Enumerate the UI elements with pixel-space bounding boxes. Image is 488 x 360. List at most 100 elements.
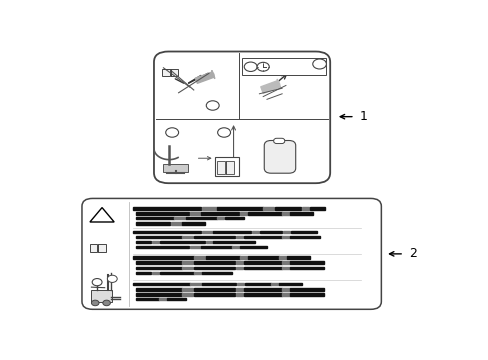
Bar: [136, 217, 174, 220]
Circle shape: [102, 300, 110, 306]
Bar: [189, 246, 201, 248]
Circle shape: [244, 62, 257, 72]
FancyArrowPatch shape: [260, 79, 280, 93]
Bar: [236, 283, 244, 285]
Bar: [217, 207, 262, 210]
Bar: [289, 267, 324, 269]
Bar: [190, 283, 202, 285]
FancyArrowPatch shape: [195, 71, 214, 83]
Bar: [159, 298, 166, 300]
Bar: [244, 236, 281, 238]
Text: 5s: 5s: [271, 62, 282, 71]
Bar: [282, 261, 289, 264]
Text: 2: 2: [221, 128, 226, 137]
Bar: [162, 69, 169, 76]
Bar: [193, 288, 235, 291]
Bar: [202, 271, 232, 274]
FancyBboxPatch shape: [82, 198, 381, 309]
Text: 1: 1: [359, 110, 366, 123]
Text: 1: 1: [110, 276, 114, 281]
Bar: [151, 271, 159, 274]
Bar: [186, 217, 216, 220]
Bar: [189, 212, 201, 215]
Bar: [213, 241, 255, 243]
Bar: [136, 222, 170, 225]
Bar: [289, 261, 324, 264]
Text: 1: 1: [210, 101, 215, 110]
Circle shape: [217, 128, 230, 137]
Text: 3: 3: [316, 59, 322, 68]
Text: 1: 1: [169, 128, 174, 137]
Bar: [194, 271, 202, 274]
Circle shape: [257, 62, 269, 71]
Bar: [182, 222, 205, 225]
Bar: [182, 293, 193, 296]
Bar: [136, 271, 151, 274]
Bar: [167, 298, 186, 300]
Bar: [182, 261, 193, 264]
Bar: [205, 256, 240, 259]
Bar: [225, 161, 234, 174]
Bar: [235, 293, 243, 296]
Bar: [279, 256, 286, 259]
Bar: [174, 217, 185, 220]
Text: i: i: [93, 245, 94, 250]
Bar: [244, 267, 281, 269]
Bar: [282, 293, 289, 296]
Bar: [235, 261, 243, 264]
Text: i: i: [225, 164, 227, 169]
Bar: [182, 236, 193, 238]
Bar: [136, 261, 181, 264]
Bar: [217, 217, 224, 220]
Circle shape: [206, 101, 219, 110]
Bar: [214, 157, 239, 176]
Bar: [136, 246, 189, 248]
Bar: [235, 288, 243, 291]
Bar: [289, 293, 324, 296]
FancyBboxPatch shape: [264, 140, 295, 173]
Text: !: !: [100, 212, 104, 221]
FancyBboxPatch shape: [273, 138, 284, 144]
Bar: [282, 267, 289, 269]
Bar: [240, 256, 247, 259]
Bar: [309, 207, 324, 210]
Bar: [182, 288, 193, 291]
Bar: [279, 283, 302, 285]
Bar: [235, 236, 243, 238]
Bar: [133, 231, 201, 233]
Bar: [248, 256, 278, 259]
Bar: [133, 283, 189, 285]
Bar: [251, 231, 259, 233]
Bar: [282, 231, 290, 233]
Bar: [271, 283, 279, 285]
Bar: [182, 267, 193, 269]
Bar: [286, 256, 309, 259]
Bar: [282, 212, 289, 215]
Bar: [193, 293, 235, 296]
Bar: [242, 58, 326, 75]
Bar: [301, 207, 309, 210]
Bar: [136, 267, 181, 269]
Bar: [289, 212, 312, 215]
Circle shape: [92, 279, 102, 286]
Bar: [244, 288, 281, 291]
Bar: [136, 288, 181, 291]
Bar: [202, 231, 213, 233]
Bar: [136, 236, 181, 238]
FancyBboxPatch shape: [154, 51, 329, 183]
Bar: [159, 271, 193, 274]
Circle shape: [312, 59, 326, 69]
Bar: [289, 288, 324, 291]
Bar: [98, 244, 105, 252]
Bar: [201, 212, 239, 215]
Bar: [282, 288, 289, 291]
Bar: [290, 231, 317, 233]
Bar: [136, 298, 159, 300]
Bar: [244, 293, 281, 296]
Bar: [194, 256, 205, 259]
Bar: [202, 207, 217, 210]
Bar: [91, 290, 112, 302]
Text: 2: 2: [247, 62, 253, 71]
Bar: [274, 207, 301, 210]
Bar: [247, 212, 281, 215]
